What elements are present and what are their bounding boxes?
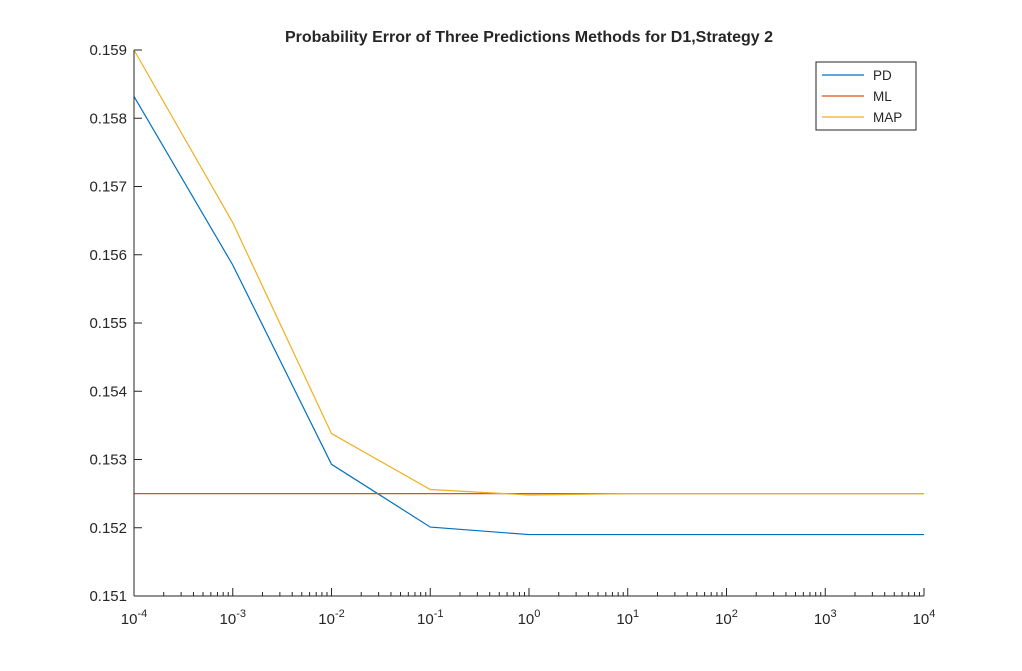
x-tick-label-exponent: 4 [929,608,935,620]
legend: PD ML MAP [815,61,917,131]
x-tick-label: 102 [715,608,738,628]
y-tick-label: 0.156 [89,247,127,264]
y-tick-label: 0.158 [89,110,127,127]
x-tick-label-exponent: -3 [236,608,246,620]
x-tick-label: 103 [814,608,837,628]
legend-label-pd: PD [873,68,892,83]
x-tick-label-base: 10 [518,611,535,628]
plot-area: 0.151 0.152 0.153 0.154 0.155 0.156 0.157 0.158… [89,42,935,628]
y-tick-label: 0.151 [89,588,127,605]
y-tick-label: 0.152 [89,520,127,537]
x-tick-label: 100 [518,608,541,628]
series-line-map [133,49,924,496]
y-tick-label: 0.157 [89,179,127,196]
x-tick-label-exponent: 0 [534,608,540,620]
y-tick-label: 0.154 [89,383,127,400]
axes-background [134,50,924,596]
legend-label-ml: ML [873,89,892,104]
y-tick-label: 0.155 [89,315,127,332]
x-tick-label-exponent: 2 [732,608,738,620]
x-tick-label: 10-2 [318,608,344,628]
y-tick-label: 0.159 [89,42,127,59]
x-tick-label-base: 10 [417,611,434,628]
x-tick-label-base: 10 [814,611,831,628]
x-tick-label-exponent: 1 [633,608,639,620]
x-tick-label-base: 10 [220,611,237,628]
x-tick-label-base: 10 [318,611,335,628]
x-tick-label-base: 10 [616,611,633,628]
legend-label-map: MAP [873,110,902,125]
series-line-pd [133,96,924,536]
x-tick-label: 10-4 [121,608,147,628]
x-tick-label: 10-3 [220,608,246,628]
x-tick-label: 101 [616,608,639,628]
x-tick-label-exponent: -2 [335,608,345,620]
y-tick-label: 0.153 [89,452,127,469]
x-tick-label-base: 10 [715,611,732,628]
x-tick-label-exponent: -4 [137,608,147,620]
x-tick-label: 104 [913,608,936,628]
x-tick-label-base: 10 [121,611,138,628]
x-tick-label-exponent: 3 [831,608,837,620]
x-tick-label-exponent: -1 [434,608,444,620]
x-tick-label: 10-1 [417,608,443,628]
x-tick-label-base: 10 [913,611,930,628]
chart-title: Probability Error of Three Predictions M… [285,29,773,46]
